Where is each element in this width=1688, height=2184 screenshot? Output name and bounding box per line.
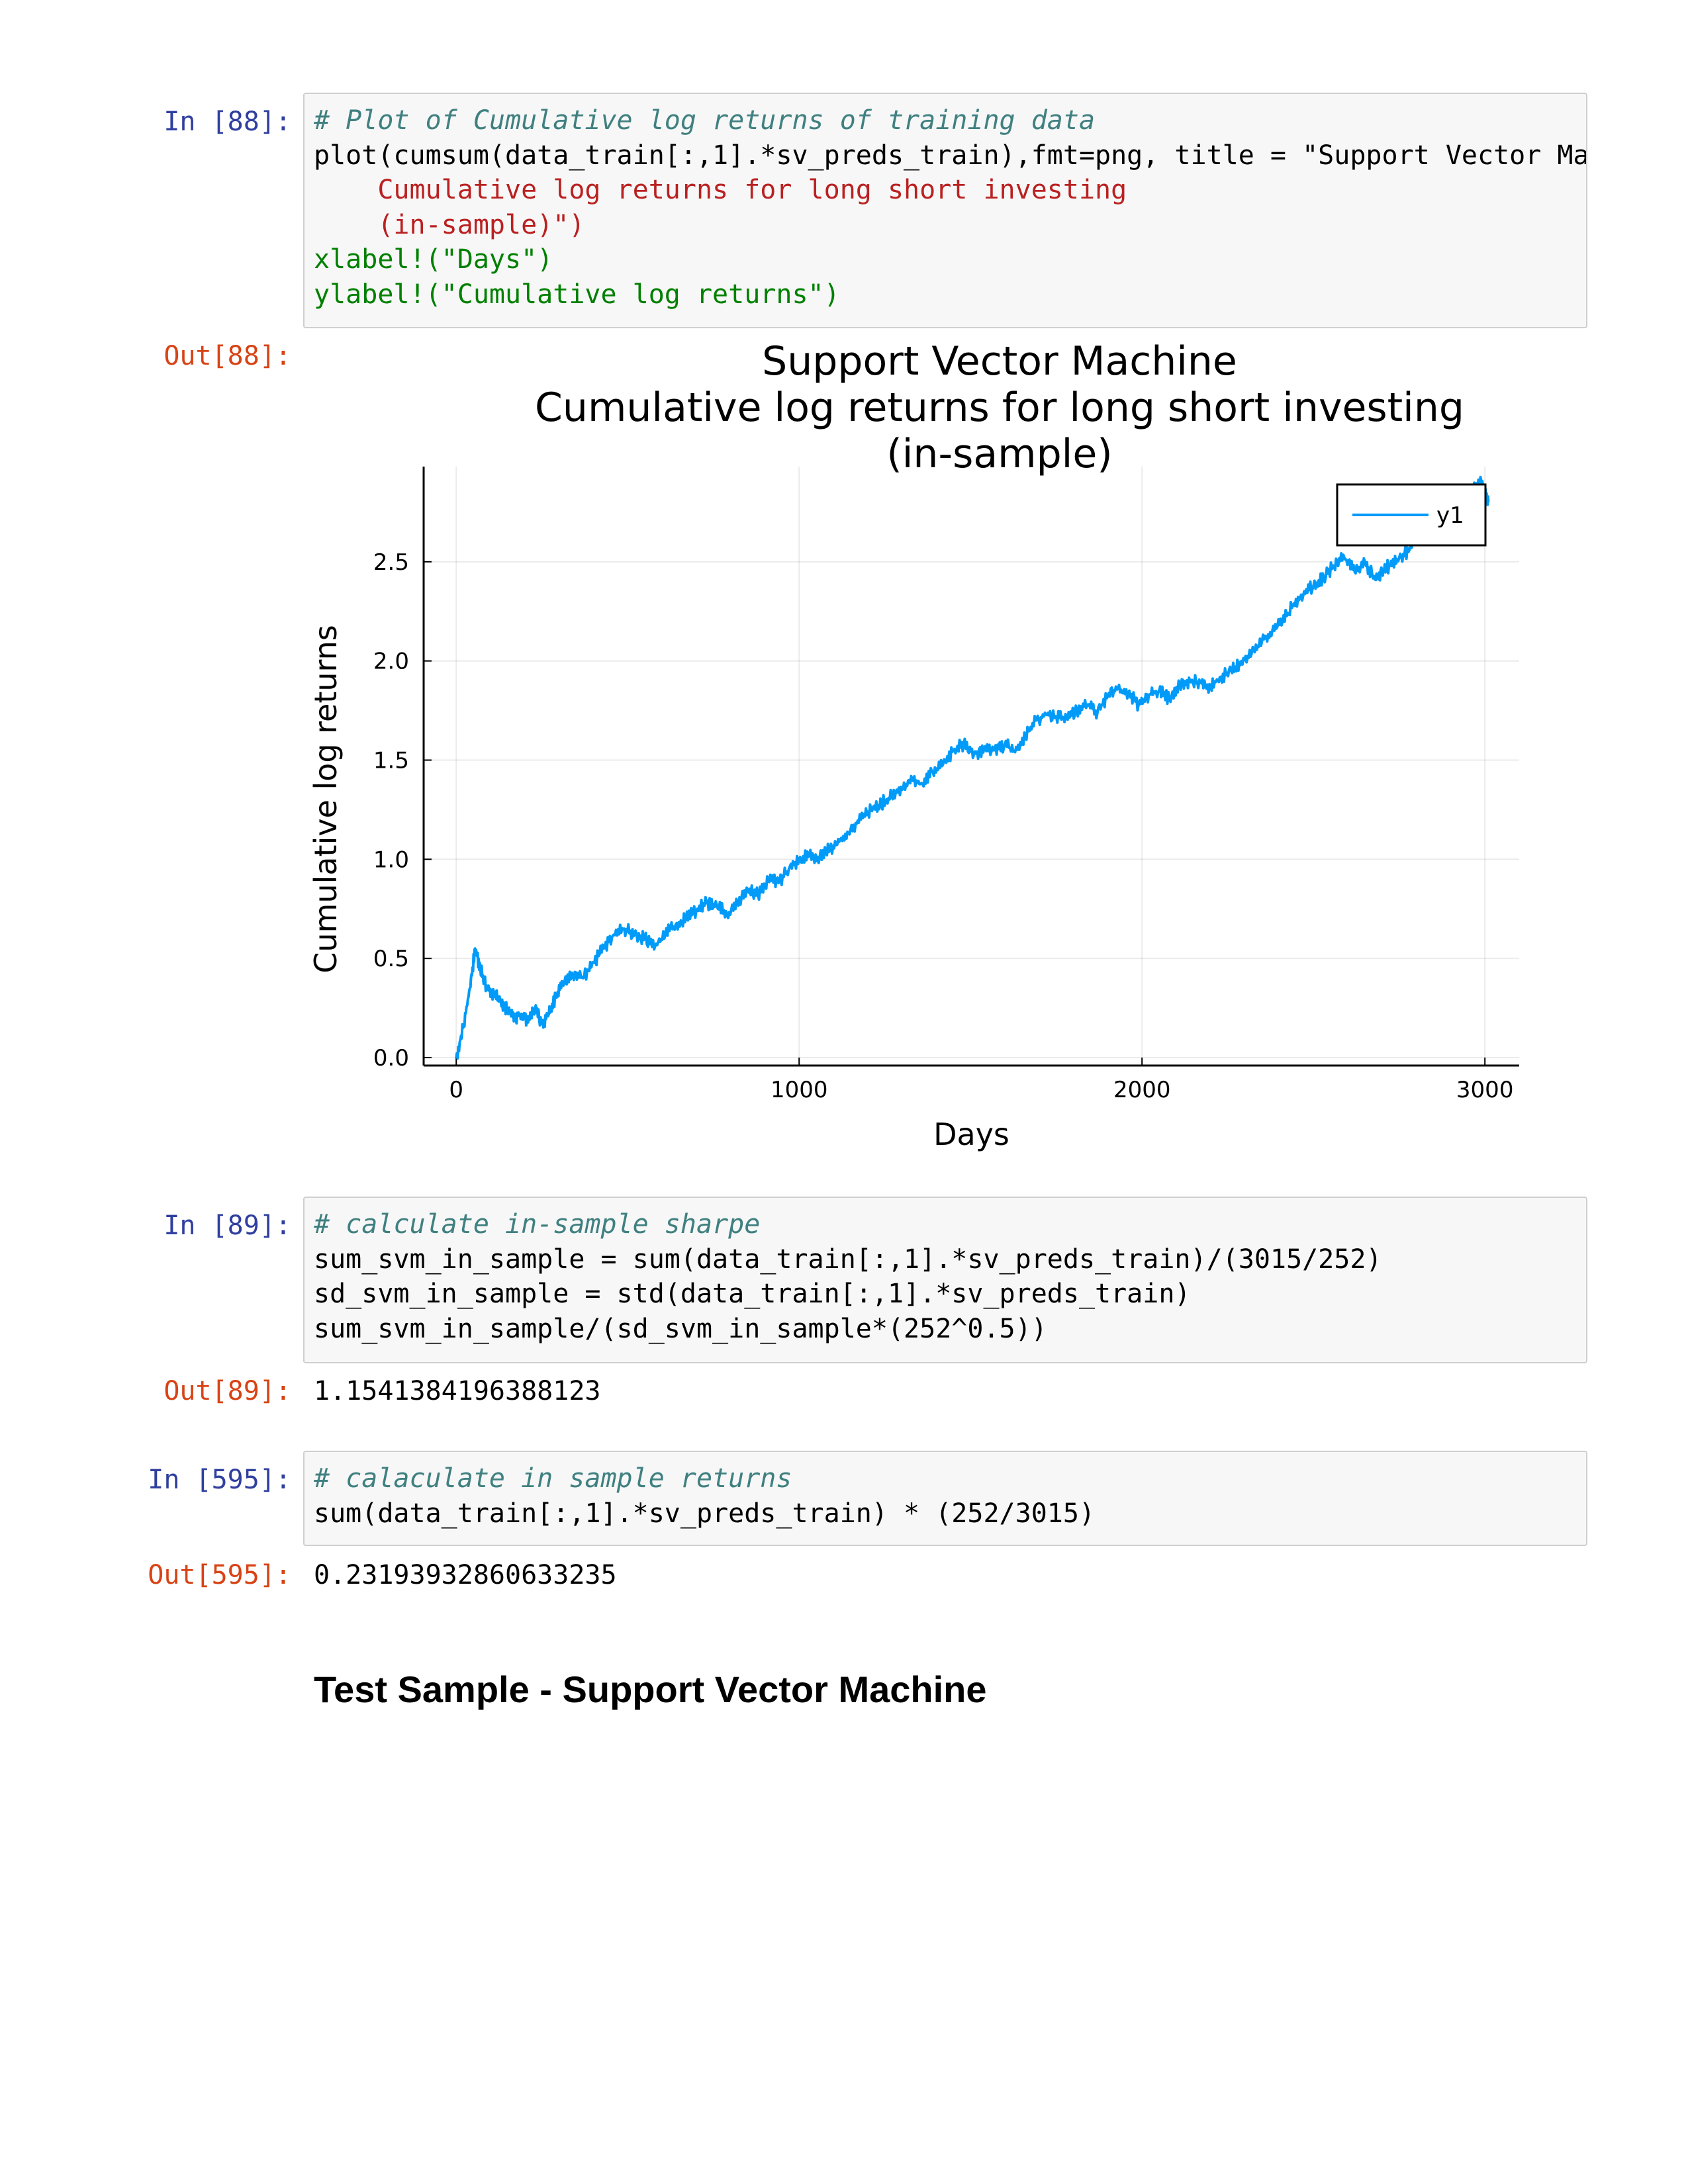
code-block: # calculate in-sample sharpe sum_svm_in_… — [314, 1207, 1577, 1346]
code-line: sd_svm_in_sample = std(data_train[:,1].*… — [314, 1279, 1191, 1309]
code-line: # Plot of Cumulative log returns of trai… — [314, 105, 1096, 136]
x-axis-label: Days — [933, 1116, 1009, 1152]
chart-title-line-1: Cumulative log returns for long short in… — [535, 385, 1464, 431]
y-tick-label: 1.0 — [373, 846, 409, 873]
code-line: ylabel!("Cumulative log returns") — [314, 279, 840, 310]
code-cell-595[interactable]: # calaculate in sample returns sum(data_… — [303, 1451, 1587, 1546]
code-line: Cumulative log returns for long short in… — [314, 175, 1127, 205]
chart-title-line-0: Support Vector Machine — [762, 338, 1237, 385]
x-tick-label: 2000 — [1113, 1077, 1171, 1103]
y-axis-label: Cumulative log returns — [308, 625, 344, 974]
code-cell-88[interactable]: # Plot of Cumulative log returns of trai… — [303, 93, 1587, 328]
chart-legend: y1 — [1336, 483, 1487, 547]
output-prompt-89: Out[89]: — [164, 1376, 291, 1406]
chart-series — [455, 475, 1490, 1060]
x-tick-label: 3000 — [1456, 1077, 1514, 1103]
y-tick-label: 2.5 — [373, 549, 409, 576]
chart-grid — [424, 467, 1519, 1066]
sharpe-output: 1.1541384196388123 — [314, 1376, 601, 1406]
legend-label: y1 — [1436, 502, 1464, 529]
code-block: # calaculate in sample returns sum(data_… — [314, 1461, 1577, 1531]
y-tick-label: 2.0 — [373, 649, 409, 675]
chart-axes — [422, 467, 1519, 1067]
x-tick-label: 1000 — [771, 1077, 828, 1103]
input-prompt-88: In [88]: — [164, 107, 291, 137]
code-line: # calculate in-sample sharpe — [314, 1209, 761, 1240]
code-line: sum_svm_in_sample = sum(data_train[:,1].… — [314, 1244, 1382, 1275]
code-block: # Plot of Cumulative log returns of trai… — [314, 103, 1586, 312]
series-line-y1 — [455, 475, 1490, 1060]
code-line: plot(cumsum(data_train[:,1].*sv_preds_tr… — [314, 140, 1587, 171]
chart-axis-labels: Days Cumulative log returns — [308, 625, 1009, 1152]
code-line: xlabel!("Days") — [314, 244, 553, 275]
code-line: sum(data_train[:,1].*sv_preds_train) * (… — [314, 1498, 1096, 1529]
code-line: # calaculate in sample returns — [314, 1463, 792, 1494]
input-prompt-89: In [89]: — [164, 1210, 291, 1241]
y-tick-label: 1.5 — [373, 748, 409, 774]
input-prompt-595: In [595]: — [148, 1465, 291, 1495]
chart-title-line-2: (in-sample) — [886, 431, 1112, 477]
output-prompt-88: Out[88]: — [164, 341, 291, 371]
y-tick-label: 0.5 — [373, 946, 409, 972]
code-line: sum_svm_in_sample/(sd_svm_in_sample*(252… — [314, 1313, 1047, 1344]
code-line: (in-sample)") — [314, 209, 585, 240]
x-tick-label: 0 — [449, 1077, 463, 1103]
section-heading: Test Sample - Support Vector Machine — [314, 1668, 987, 1710]
chart-tick-labels: 0 1000 2000 3000 0.0 0.5 1.0 1.5 2.0 2.5 — [373, 549, 1514, 1103]
output-prompt-595: Out[595]: — [148, 1560, 291, 1590]
returns-output: 0.23193932860633235 — [314, 1560, 617, 1590]
code-cell-89[interactable]: # calculate in-sample sharpe sum_svm_in_… — [303, 1197, 1587, 1363]
y-tick-label: 0.0 — [373, 1045, 409, 1071]
